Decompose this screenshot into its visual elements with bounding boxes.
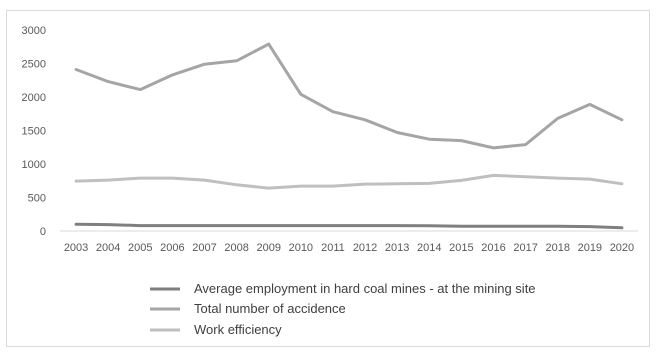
x-tick-label: 2010 [289,242,313,254]
y-tick-label: 2000 [22,92,46,104]
x-tick-label: 2005 [128,242,152,254]
legend-label-2: Total number of accidence [194,301,346,316]
y-tick-label: 3000 [22,25,46,37]
legend-label-1: Average employment in hard coal mines - … [194,281,536,296]
x-tick-label: 2006 [160,242,184,254]
x-tick-label: 2018 [545,242,569,254]
y-tick-label: 500 [28,193,46,205]
series-line-1 [74,222,624,230]
x-tick-label: 2004 [96,242,120,254]
series-lines [74,42,624,230]
x-tick-label: 2007 [192,242,216,254]
legend: Average employment in hard coal mines - … [150,281,536,337]
y-axis-ticks: 0 500 1000 1500 2000 2500 3000 [22,25,46,238]
legend-label-3: Work efficiency [194,322,282,337]
x-tick-label: 2014 [417,242,441,254]
x-tick-label: 2020 [610,242,634,254]
x-tick-label: 2017 [513,242,537,254]
x-tick-label: 2003 [64,242,88,254]
x-tick-label: 2011 [321,242,345,254]
x-axis-ticks: 2003 2004 2005 2006 2007 2008 2009 2010 2011 2012… [64,242,634,254]
x-tick-label: 2008 [224,242,248,254]
x-tick-label: 2015 [449,242,473,254]
series-line-3 [74,173,624,190]
y-tick-label: 1000 [22,159,46,171]
y-tick-label: 2500 [22,59,46,71]
y-tick-label: 1500 [22,126,46,138]
x-tick-label: 2012 [353,242,377,254]
x-tick-label: 2013 [385,242,409,254]
x-tick-label: 2009 [256,242,280,254]
y-tick-label: 0 [40,226,46,238]
x-tick-label: 2016 [481,242,505,254]
x-tick-label: 2019 [578,242,602,254]
series-line-2 [74,42,624,150]
